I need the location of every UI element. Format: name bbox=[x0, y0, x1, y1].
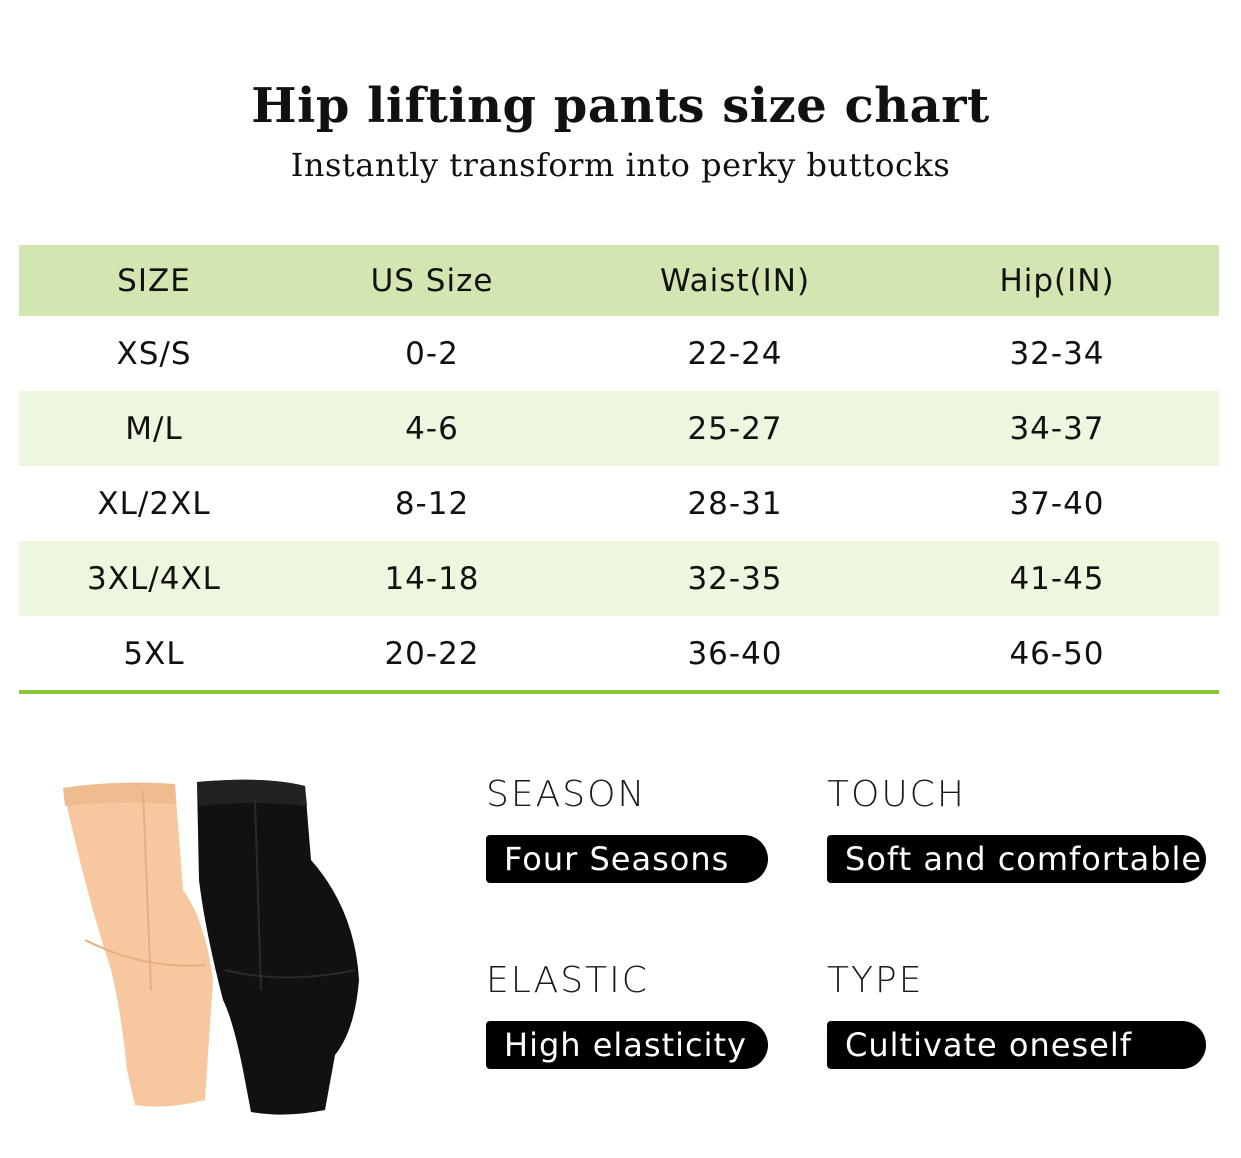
column-header-hip: Hip(IN) bbox=[999, 262, 1115, 299]
table-cell: 32-34 bbox=[1009, 335, 1105, 372]
table-cell: 37-40 bbox=[1009, 485, 1105, 522]
table-cell: 36-40 bbox=[687, 635, 783, 672]
table-cell: 3XL/4XL bbox=[87, 560, 221, 597]
nude-shorts-shape bbox=[63, 782, 213, 1107]
table-cell: 32-35 bbox=[687, 560, 783, 597]
column-header-us-size: US Size bbox=[370, 262, 494, 299]
type-label: TYPE bbox=[827, 960, 924, 1001]
elastic-value-badge: High elasticity bbox=[486, 1021, 768, 1069]
table-bottom-divider bbox=[19, 690, 1219, 694]
table-cell: 20-22 bbox=[384, 635, 480, 672]
table-header-row: SIZE US Size Waist(IN) Hip(IN) bbox=[19, 245, 1219, 316]
table-row: M/L 4-6 25-27 34-37 bbox=[19, 391, 1219, 466]
black-shorts-shape bbox=[197, 779, 359, 1115]
touch-value-badge: Soft and comfortable bbox=[827, 835, 1206, 883]
table-row: 3XL/4XL 14-18 32-35 41-45 bbox=[19, 541, 1219, 616]
table-cell: 46-50 bbox=[1009, 635, 1105, 672]
table-cell: 0-2 bbox=[405, 335, 459, 372]
column-header-size: SIZE bbox=[117, 262, 191, 299]
page-subtitle: Instantly transform into perky buttocks bbox=[290, 146, 951, 184]
table-cell: XL/2XL bbox=[97, 485, 211, 522]
page-title: Hip lifting pants size chart bbox=[251, 78, 990, 134]
table-cell: 14-18 bbox=[384, 560, 480, 597]
product-image bbox=[63, 779, 359, 1115]
table-cell: M/L bbox=[125, 410, 183, 447]
table-cell: 22-24 bbox=[687, 335, 783, 372]
touch-label: TOUCH bbox=[827, 774, 966, 815]
table-cell: 5XL bbox=[123, 635, 185, 672]
table-cell: 28-31 bbox=[687, 485, 783, 522]
season-value-badge: Four Seasons bbox=[486, 835, 768, 883]
table-cell: 8-12 bbox=[394, 485, 470, 522]
season-label: SEASON bbox=[486, 774, 647, 815]
table-cell: XS/S bbox=[116, 335, 192, 372]
table-cell: 4-6 bbox=[405, 410, 459, 447]
table-cell: 34-37 bbox=[1009, 410, 1105, 447]
table-cell: 25-27 bbox=[687, 410, 783, 447]
table-row: XL/2XL 8-12 28-31 37-40 bbox=[19, 466, 1219, 541]
type-value-badge: Cultivate oneself bbox=[827, 1021, 1206, 1069]
table-row: XS/S 0-2 22-24 32-34 bbox=[19, 316, 1219, 391]
elastic-label: ELASTIC bbox=[486, 960, 649, 1001]
table-row: 5XL 20-22 36-40 46-50 bbox=[19, 616, 1219, 691]
size-table: SIZE US Size Waist(IN) Hip(IN) XS/S 0-2 … bbox=[19, 245, 1219, 691]
column-header-waist: Waist(IN) bbox=[659, 262, 811, 299]
table-cell: 41-45 bbox=[1009, 560, 1105, 597]
